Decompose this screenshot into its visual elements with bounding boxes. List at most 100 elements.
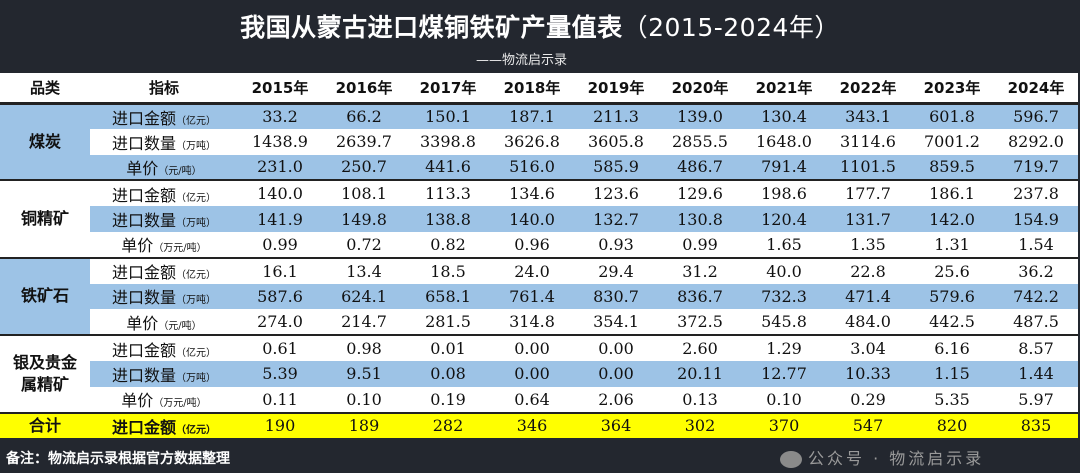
value-cell: 0.00 <box>574 360 658 387</box>
total-value: 370 <box>742 412 826 439</box>
watermark-text: 公众号 · 物流启示录 <box>808 449 985 468</box>
indicator-label: 单价 <box>126 313 159 333</box>
value-cell: 0.01 <box>406 335 490 361</box>
value-cell: 0.61 <box>238 335 322 361</box>
value-cell: 5.97 <box>994 386 1078 414</box>
indicator-label: 单价 <box>121 236 154 256</box>
indicator-cell: 进口数量（万吨） <box>90 128 238 155</box>
table-row: 铁矿石 进口金额（亿元） 16.1 13.4 18.5 24.0 29.4 31.2 40.0 2… <box>0 257 1078 337</box>
header-row: 品类 指标 2015年 2016年 2017年 2018年 2019年 2020年 2021… <box>0 73 1078 105</box>
value-cell: 1101.5 <box>826 154 910 182</box>
value-cell: 149.8 <box>322 206 406 232</box>
value-cell: 198.6 <box>742 180 826 207</box>
value-cell: 658.1 <box>406 283 490 310</box>
indicator-unit: （万元/吨） <box>153 243 207 255</box>
table-row: 银及贵金属精矿 进口金额（亿元） 0.61 0.98 0.01 0.00 0.00 2.60 1… <box>0 335 1078 414</box>
table-row: 单价（万元/吨） 0.99 0.72 0.82 0.96 0.93 0.99 1.65 1.35… <box>0 231 1078 259</box>
value-cell: 5.35 <box>910 386 994 414</box>
table-row: 煤炭 进口金额（亿元） 33.2 66.2 150.1 187.1 211.3 139.0 13… <box>0 103 1078 182</box>
category-cell: 银及贵金属精矿 <box>0 335 90 414</box>
category-cell: 铁矿石 <box>0 257 90 337</box>
value-cell: 3398.8 <box>406 128 490 155</box>
value-cell: 131.7 <box>826 206 910 232</box>
table-row: 单价（元/吨） 231.0 250.7 441.6 516.0 585.9 486.7 791… <box>0 154 1078 182</box>
value-cell: 281.5 <box>406 309 490 337</box>
value-cell: 0.19 <box>406 386 490 414</box>
indicator-unit: （亿元） <box>176 270 216 282</box>
table-row: 进口数量（万吨） 141.9 149.8 138.8 140.0 132.7 130.8 12… <box>0 206 1078 232</box>
value-cell: 274.0 <box>238 309 322 337</box>
value-cell: 314.8 <box>490 309 574 337</box>
value-cell: 354.1 <box>574 309 658 337</box>
indicator-label: 进口金额 <box>111 340 176 360</box>
value-cell: 8292.0 <box>994 128 1078 155</box>
value-cell: 2639.7 <box>322 128 406 155</box>
total-value: 346 <box>490 412 574 439</box>
subtitle: ——物流启示录 <box>476 53 568 68</box>
data-table: 品类 指标 2015年 2016年 2017年 2018年 2019年 2020年 2021… <box>0 73 1078 439</box>
value-cell: 1.31 <box>910 231 994 259</box>
indicator-cell: 单价（万元/吨） <box>90 231 238 259</box>
indicator-label: 进口金额 <box>111 263 176 283</box>
total-value: 835 <box>994 412 1078 439</box>
total-value: 820 <box>910 412 994 439</box>
value-cell: 16.1 <box>238 257 322 284</box>
value-cell: 134.6 <box>490 180 574 207</box>
category-label: 银及贵金属精矿 <box>12 352 77 394</box>
table-row: 单价（元/吨） 274.0 214.7 281.5 314.8 354.1 372.5 545… <box>0 309 1078 337</box>
value-cell: 2.06 <box>574 386 658 414</box>
indicator-cell: 进口金额（亿元） <box>90 257 238 284</box>
value-cell: 0.10 <box>322 386 406 414</box>
header-year: 2019年 <box>574 73 658 105</box>
value-cell: 0.29 <box>826 386 910 414</box>
value-cell: 177.7 <box>826 180 910 207</box>
value-cell: 836.7 <box>658 283 742 310</box>
value-cell: 719.7 <box>994 154 1078 182</box>
total-category: 合计 <box>0 412 90 439</box>
value-cell: 10.33 <box>826 360 910 387</box>
value-cell: 0.00 <box>490 360 574 387</box>
value-cell: 0.99 <box>658 231 742 259</box>
value-cell: 24.0 <box>490 257 574 284</box>
indicator-label: 进口数量 <box>111 288 176 308</box>
value-cell: 123.6 <box>574 180 658 207</box>
value-cell: 761.4 <box>490 283 574 310</box>
value-cell: 186.1 <box>910 180 994 207</box>
value-cell: 18.5 <box>406 257 490 284</box>
indicator-unit: （元/吨） <box>158 320 202 332</box>
indicator-unit: （万元/吨） <box>153 398 207 410</box>
header-year: 2023年 <box>910 73 994 105</box>
value-cell: 732.3 <box>742 283 826 310</box>
total-row: 合计 进口金额（亿元） 190 189 282 346 364 302 370 547 820 835 <box>0 412 1078 439</box>
value-cell: 9.51 <box>322 360 406 387</box>
value-cell: 0.96 <box>490 231 574 259</box>
value-cell: 471.4 <box>826 283 910 310</box>
value-cell: 0.00 <box>490 335 574 361</box>
value-cell: 29.4 <box>574 257 658 284</box>
category-label: 煤炭 <box>28 131 61 151</box>
value-cell: 587.6 <box>238 283 322 310</box>
value-cell: 343.1 <box>826 103 910 129</box>
indicator-label: 进口数量 <box>111 133 176 153</box>
value-cell: 0.93 <box>574 231 658 259</box>
value-cell: 1648.0 <box>742 128 826 155</box>
value-cell: 791.4 <box>742 154 826 182</box>
value-cell: 859.5 <box>910 154 994 182</box>
indicator-cell: 单价（元/吨） <box>90 154 238 182</box>
value-cell: 31.2 <box>658 257 742 284</box>
category-cell: 煤炭 <box>0 103 90 182</box>
value-cell: 585.9 <box>574 154 658 182</box>
header-year: 2016年 <box>322 73 406 105</box>
indicator-cell: 进口数量（万吨） <box>90 283 238 310</box>
value-cell: 8.57 <box>994 335 1078 361</box>
value-cell: 13.4 <box>322 257 406 284</box>
indicator-cell: 单价（元/吨） <box>90 309 238 337</box>
value-cell: 140.0 <box>238 180 322 207</box>
value-cell: 442.5 <box>910 309 994 337</box>
indicator-unit: （亿元） <box>176 347 216 359</box>
watermark: 公众号 · 物流启示录 <box>780 445 984 469</box>
value-cell: 596.7 <box>994 103 1078 129</box>
header-year: 2015年 <box>238 73 322 105</box>
table-row: 进口数量（万吨） 5.39 9.51 0.08 0.00 0.00 20.11 12.77 10… <box>0 360 1078 387</box>
value-cell: 624.1 <box>322 283 406 310</box>
